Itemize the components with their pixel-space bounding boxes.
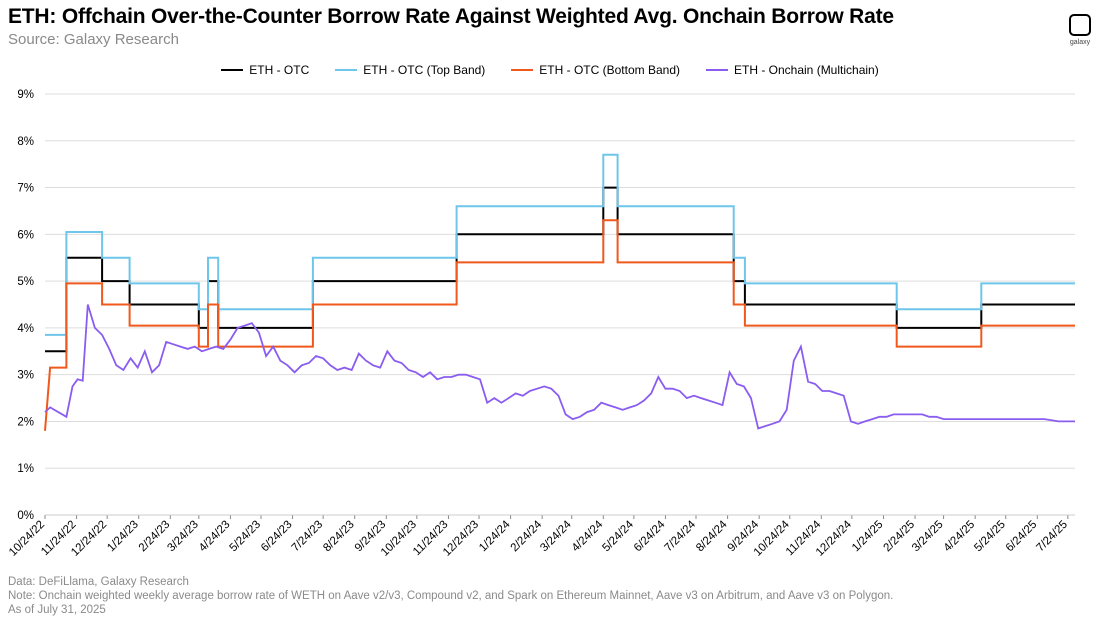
- y-tick-label: 9%: [17, 89, 34, 101]
- series-otc-line: [45, 186, 1075, 353]
- footnotes: Data: DeFiLlama, Galaxy Research Note: O…: [8, 575, 893, 617]
- legend-label-onchain: ETH - Onchain (Multichain): [734, 63, 879, 77]
- legend-item-otc: ETH - OTC: [221, 63, 309, 77]
- x-tick-label: 5/24/25: [972, 519, 1008, 555]
- galaxy-logo: galaxy: [1066, 14, 1094, 46]
- legend-item-top-band: ETH - OTC (Top Band): [335, 63, 485, 77]
- x-tick-label: 3/24/23: [165, 519, 201, 555]
- chart-subtitle: Source: Galaxy Research: [8, 31, 179, 48]
- x-tick-label: 1/24/25: [850, 519, 886, 555]
- footnote-as-of: As of July 31, 2025: [8, 604, 106, 616]
- x-tick-label: 4/24/23: [197, 519, 233, 555]
- x-tick-label: 3/24/24: [538, 518, 574, 554]
- legend-label-otc: ETH - OTC: [249, 63, 310, 77]
- x-tick-label: 3/24/25: [910, 519, 946, 555]
- y-tick-label: 4%: [17, 323, 34, 335]
- x-tick-label: 6/24/23: [259, 519, 295, 555]
- galaxy-logo-text: galaxy: [1069, 39, 1091, 46]
- legend-label-bottom-band: ETH - OTC (Bottom Band): [539, 63, 680, 77]
- x-tick-label: 1/24/24: [477, 518, 513, 554]
- x-tick-label: 4/24/24: [570, 518, 606, 554]
- legend-swatch-top-band: [335, 69, 358, 71]
- legend-swatch-otc: [221, 69, 244, 71]
- x-tick-label: 2/24/24: [509, 518, 545, 554]
- y-tick-label: 0%: [17, 510, 34, 522]
- x-tick-label: 6/24/24: [632, 518, 668, 554]
- y-tick-label: 3%: [17, 370, 34, 382]
- legend-label-top-band: ETH - OTC (Top Band): [363, 63, 486, 77]
- y-tick-label: 5%: [17, 276, 34, 288]
- y-tick-label: 1%: [17, 463, 34, 475]
- footnote-note: Note: Onchain weighted weekly average bo…: [8, 590, 894, 602]
- legend-item-onchain: ETH - Onchain (Multichain): [706, 63, 879, 77]
- series-top-band-line: [45, 153, 1075, 336]
- x-tick-label: 5/24/24: [600, 518, 636, 554]
- chart-title: ETH: Offchain Over-the-Counter Borrow Ra…: [8, 5, 894, 28]
- y-tick-label: 8%: [17, 136, 34, 148]
- legend-swatch-onchain: [706, 69, 728, 71]
- legend-item-bottom-band: ETH - OTC (Bottom Band): [511, 63, 680, 77]
- x-tick-label: 8/24/23: [321, 519, 357, 555]
- series-onchain-line: [44, 304, 1075, 430]
- galaxy-logo-icon: [1069, 14, 1091, 36]
- x-tick-label: 7/24/25: [1034, 519, 1070, 555]
- x-tick-label: 4/24/25: [942, 519, 978, 555]
- x-tick-label: 7/24/23: [290, 519, 326, 555]
- series-bottom-band-line: [44, 219, 1075, 431]
- x-tick-label: 8/24/24: [694, 518, 730, 554]
- y-tick-label: 6%: [17, 229, 34, 241]
- y-tick-label: 7%: [17, 183, 34, 195]
- legend-swatch-bottom-band: [511, 69, 534, 71]
- x-tick-label: 6/24/25: [1004, 519, 1040, 555]
- y-tick-label: 2%: [17, 416, 34, 428]
- x-tick-label: 1/24/23: [105, 519, 141, 555]
- chart-legend: ETH - OTC ETH - OTC (Top Band) ETH - OTC…: [0, 63, 1100, 77]
- x-tick-label: 7/24/24: [663, 518, 699, 554]
- x-tick-label: 5/24/23: [227, 519, 263, 555]
- footnote-data-source: Data: DeFiLlama, Galaxy Research: [8, 576, 189, 588]
